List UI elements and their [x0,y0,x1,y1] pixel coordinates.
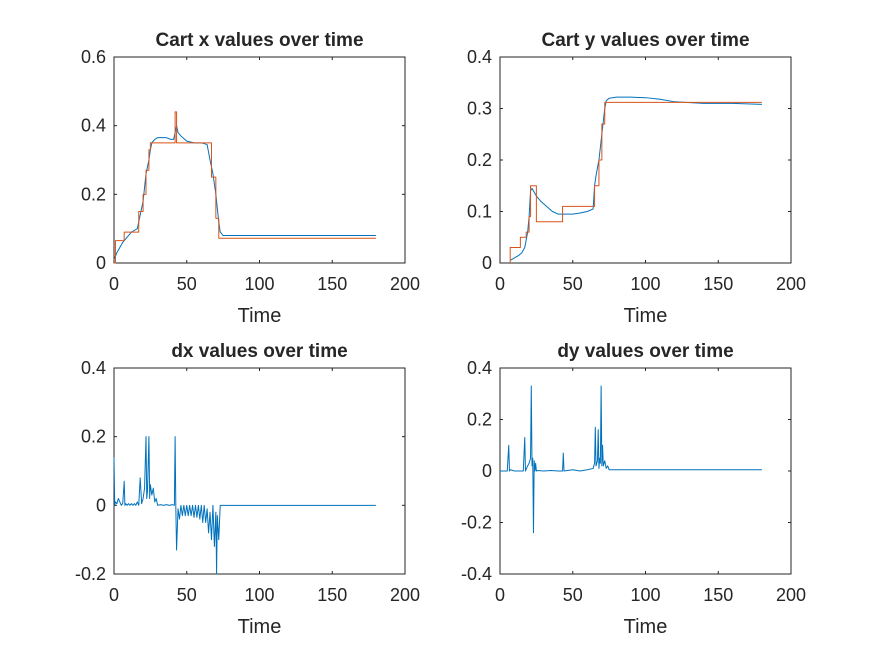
series-line-2 [509,101,762,263]
y-tick-label: 0.3 [467,99,492,119]
series-line-2 [114,111,376,264]
y-tick-label: 0.4 [467,47,492,67]
x-tick-label: 50 [177,585,197,605]
chart-title: dx values over time [171,341,347,362]
x-axis-label: Time [238,616,282,638]
x-tick-label: 50 [563,585,583,605]
x-tick-label: 100 [630,585,660,605]
series-line-1 [113,436,376,575]
x-axis-label: Time [238,305,282,327]
x-tick-label: 150 [703,274,733,294]
y-tick-label: 0.2 [467,150,492,170]
plot-area [113,56,406,264]
plot-area [499,56,792,264]
x-tick-label: 0 [109,274,119,294]
y-tick-label: -0.2 [75,564,106,584]
x-tick-label: 0 [109,585,119,605]
y-tick-label: 0.4 [81,358,106,378]
x-tick-label: 150 [703,585,733,605]
y-tick-label: 0.2 [81,184,106,204]
plot-area [113,367,406,575]
y-tick-label: -0.2 [461,513,492,533]
subplot-4: 0 50 100 150 200 -0.4 -0.2 0 0.2 0.4 dy values ove… [461,341,806,638]
y-tick-label: 0 [96,495,106,515]
y-tick-label: 0.6 [81,47,106,67]
x-tick-label: 200 [776,274,806,294]
y-tick-label: 0.4 [467,358,492,378]
x-tick-label: 200 [390,585,420,605]
x-tick-label: 150 [317,274,347,294]
y-tick-label: 0.1 [467,202,492,222]
x-tick-label: 50 [177,274,197,294]
chart-title: Cart y values over time [541,30,749,51]
x-tick-label: 100 [244,274,274,294]
x-axis-label: Time [624,616,668,638]
chart-title: Cart x values over time [155,30,363,51]
x-tick-label: 0 [495,585,505,605]
y-tick-label: 0 [482,253,492,273]
y-tick-label: 0 [482,461,492,481]
subplot-3: 0 50 100 150 200-0.200.20.4dx values over ti… [75,341,420,638]
subplot-1: 0 50 100 150 200 0 0.2 0.4 0.6 Cart x values over… [81,30,420,327]
x-tick-label: 200 [776,585,806,605]
x-axis-label: Time [624,305,668,327]
subplot-2: 0 50 100 150 200 0 0.1 0.2 0.3 0.4 Cart y values o… [467,30,806,327]
y-tick-label: 0.4 [81,116,106,136]
y-tick-label: 0.2 [81,427,106,447]
y-tick-label: -0.4 [461,564,492,584]
x-tick-label: 100 [244,585,274,605]
series-line-1 [500,385,762,534]
x-tick-label: 150 [317,585,347,605]
x-tick-label: 50 [563,274,583,294]
y-tick-label: 0 [96,253,106,273]
y-tick-label: 0.2 [467,410,492,430]
x-tick-label: 100 [630,274,660,294]
x-tick-label: 0 [495,274,505,294]
chart-title: dy values over time [557,341,733,362]
x-tick-label: 200 [390,274,420,294]
